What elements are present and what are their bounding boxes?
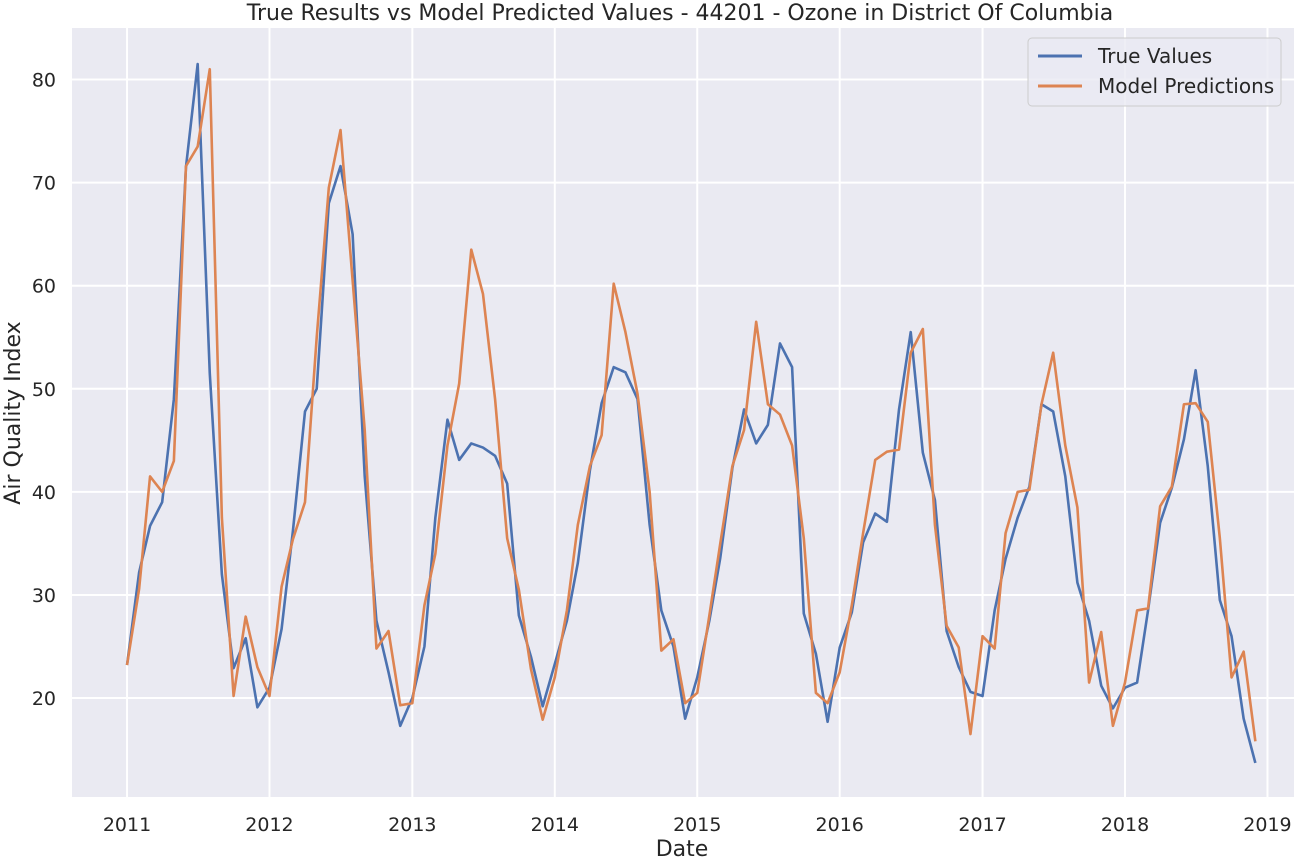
x-tick-label: 2019	[1243, 814, 1291, 836]
legend-label-true-values: True Values	[1097, 44, 1212, 68]
y-axis-title: Air Quality Index	[1, 321, 26, 504]
x-tick-label: 2018	[1101, 814, 1149, 836]
series-line-model-predictions	[125, 67, 1257, 742]
y-tick-label: 30	[32, 585, 56, 607]
x-tick-label: 2014	[531, 814, 579, 836]
series-lines	[125, 62, 1257, 764]
x-tick-label: 2017	[958, 814, 1006, 836]
chart-title: True Results vs Model Predicted Values -…	[246, 1, 1113, 26]
x-tick-label: 2013	[388, 814, 436, 836]
y-tick-label: 80	[32, 70, 56, 92]
grid-lines	[72, 28, 1294, 797]
x-tick-label: 2016	[816, 814, 864, 836]
y-tick-label: 20	[32, 688, 56, 710]
x-axis-title: Date	[656, 837, 709, 862]
legend-label-model-predictions: Model Predictions	[1098, 74, 1274, 98]
y-tick-label: 50	[32, 379, 56, 401]
y-tick-label: 40	[32, 482, 56, 504]
legend: True Values Model Predictions	[1027, 37, 1282, 107]
legend-box	[1027, 37, 1282, 107]
x-axis-ticks: 2011 2012 2013 2014 2015 2016 2017 2018 2019	[103, 814, 1292, 836]
x-tick-label: 2012	[245, 814, 293, 836]
y-tick-label: 70	[32, 173, 56, 195]
x-tick-label: 2015	[673, 814, 721, 836]
x-tick-label: 2011	[103, 814, 151, 836]
y-tick-label: 60	[32, 276, 56, 298]
y-axis-ticks: 20 30 40 50 60 70 80	[32, 70, 56, 710]
plot-area	[72, 28, 1294, 797]
